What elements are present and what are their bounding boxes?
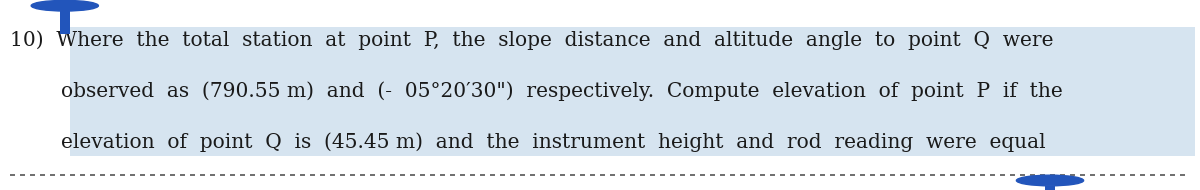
FancyBboxPatch shape	[1045, 186, 1055, 190]
Text: 10)  Where  the  total  station  at  point  P,  the  slope  distance  and  altit: 10) Where the total station at point P, …	[10, 30, 1054, 50]
FancyBboxPatch shape	[60, 11, 70, 34]
FancyBboxPatch shape	[70, 27, 1195, 156]
Text: elevation  of  point  Q  is  (45.45 m)  and  the  instrument  height  and  rod  : elevation of point Q is (45.45 m) and th…	[10, 133, 1045, 152]
Text: observed  as  (790.55 m)  and  (-  05°20′30")  respectively.  Compute  elevation: observed as (790.55 m) and (- 05°20′30")…	[10, 81, 1062, 101]
Circle shape	[1016, 175, 1084, 186]
Circle shape	[31, 0, 98, 11]
